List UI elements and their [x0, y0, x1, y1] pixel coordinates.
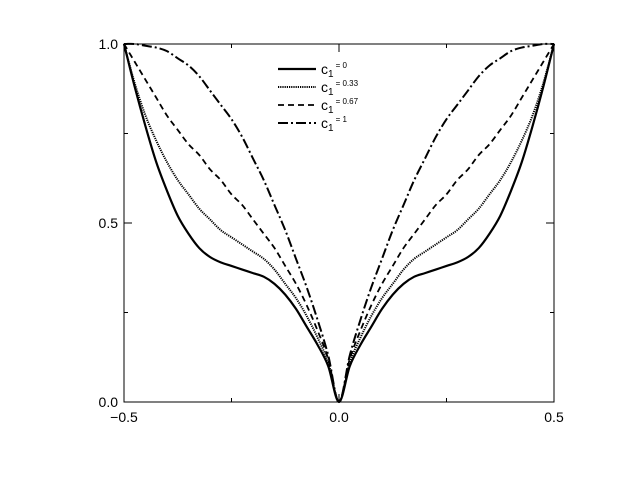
legend-superscript: = 0.33: [336, 79, 359, 88]
y-tick-label: 0.5: [99, 215, 119, 231]
legend-subscript: 1: [328, 123, 334, 134]
legend-subscript: 1: [328, 69, 334, 80]
legend-superscript: = 1: [336, 115, 348, 124]
legend-symbol: c: [321, 79, 328, 95]
legend-superscript: = 0: [336, 61, 348, 70]
legend-symbol: c: [321, 97, 328, 113]
legend-symbol: c: [321, 61, 328, 77]
x-tick-label: 0.5: [544, 409, 564, 425]
legend-superscript: = 0.67: [336, 97, 359, 106]
legend-label-2: c1= 0.67: [321, 97, 359, 116]
legend-subscript: 1: [328, 105, 334, 116]
x-tick-label: −0.5: [110, 409, 138, 425]
y-tick-label: 0.0: [99, 394, 119, 410]
legend-label-1: c1= 0.33: [321, 79, 359, 98]
x-tick-label: 0.0: [329, 409, 349, 425]
legend-subscript: 1: [328, 87, 334, 98]
legend-symbol: c: [321, 115, 328, 131]
legend-label-3: c1= 1: [321, 115, 347, 134]
legend-label-0: c1= 0: [321, 61, 347, 80]
series-line-3: [123, 42, 555, 403]
y-tick-label: 1.0: [99, 36, 119, 52]
